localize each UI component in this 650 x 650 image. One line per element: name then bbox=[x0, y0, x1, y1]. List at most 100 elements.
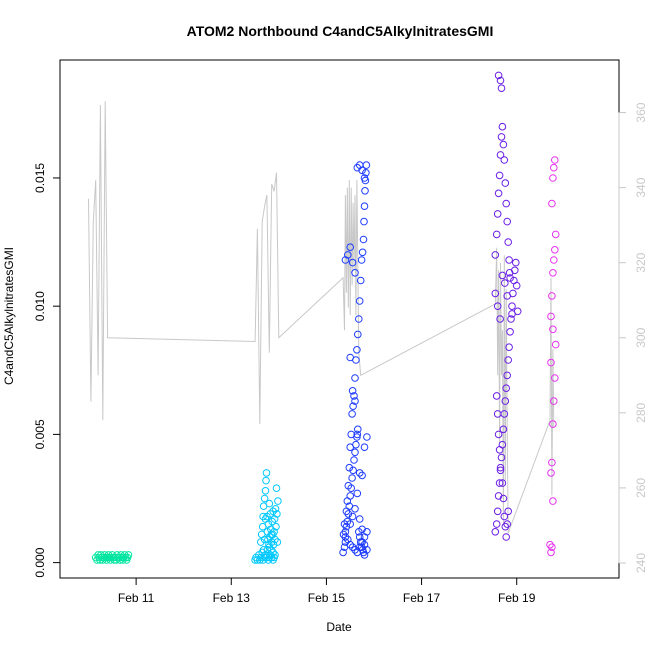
data-point bbox=[499, 425, 508, 434]
data-point bbox=[512, 281, 521, 290]
data-point bbox=[493, 507, 502, 516]
data-point bbox=[502, 384, 511, 393]
data-point bbox=[268, 517, 277, 526]
data-point bbox=[547, 312, 555, 321]
data-point bbox=[502, 199, 511, 208]
data-point bbox=[492, 230, 501, 239]
data-point bbox=[362, 169, 370, 177]
data-point bbox=[493, 302, 502, 311]
data-point bbox=[496, 151, 505, 159]
data-point bbox=[269, 540, 278, 549]
data-point bbox=[505, 256, 513, 264]
x-tick-label: Feb 17 bbox=[403, 591, 441, 605]
data-point bbox=[504, 507, 513, 516]
data-point bbox=[494, 189, 503, 198]
data-point bbox=[512, 258, 520, 267]
data-point bbox=[492, 520, 501, 528]
data-point bbox=[548, 458, 556, 467]
data-point bbox=[355, 469, 364, 477]
data-point bbox=[345, 463, 354, 472]
data-point bbox=[551, 230, 560, 239]
data-point bbox=[363, 528, 371, 536]
y2-tick-label: 240 bbox=[634, 553, 648, 573]
x-axis-label: Date bbox=[326, 620, 352, 634]
line-layer bbox=[88, 101, 555, 534]
data-point bbox=[547, 358, 555, 367]
y-axis-label: C4andC5AlkylnitratesGMI bbox=[2, 247, 16, 385]
data-point bbox=[498, 122, 507, 131]
data-point bbox=[496, 466, 505, 475]
data-point bbox=[341, 528, 350, 536]
data-point bbox=[504, 238, 513, 246]
data-point bbox=[493, 410, 502, 418]
data-point bbox=[360, 443, 369, 452]
data-point bbox=[496, 463, 505, 472]
y-axis: 0.000 0.005 0.010 0.015 bbox=[33, 163, 61, 578]
points-layer bbox=[91, 71, 560, 564]
data-point bbox=[355, 515, 364, 523]
data-point bbox=[494, 71, 503, 80]
data-point bbox=[359, 235, 368, 244]
line-series bbox=[88, 101, 555, 534]
y-tick-label: 0.005 bbox=[33, 419, 47, 449]
y2-tick-label: 360 bbox=[634, 102, 648, 122]
x-tick-label: Feb 13 bbox=[213, 591, 251, 605]
data-point bbox=[498, 271, 507, 280]
data-point bbox=[549, 420, 557, 428]
y2-tick-label: 280 bbox=[634, 403, 648, 423]
data-point bbox=[350, 392, 358, 400]
data-point bbox=[503, 371, 512, 380]
scatter-series bbox=[91, 551, 133, 564]
data-point bbox=[550, 397, 558, 405]
data-point bbox=[269, 507, 277, 516]
data-point bbox=[361, 187, 369, 195]
data-point bbox=[346, 443, 355, 452]
data-point bbox=[349, 466, 357, 475]
data-point bbox=[547, 548, 555, 557]
data-point bbox=[493, 210, 502, 218]
data-point bbox=[358, 248, 367, 257]
data-point bbox=[358, 525, 366, 534]
data-point bbox=[358, 471, 366, 480]
data-point bbox=[363, 433, 371, 441]
data-point bbox=[340, 520, 349, 528]
y-tick-label: 0.010 bbox=[33, 291, 47, 321]
data-point bbox=[343, 497, 352, 505]
data-point bbox=[551, 374, 559, 382]
data-point bbox=[346, 243, 355, 251]
data-point bbox=[257, 538, 265, 546]
data-point bbox=[270, 515, 279, 523]
data-point bbox=[348, 512, 357, 521]
data-point bbox=[348, 387, 357, 395]
data-point bbox=[354, 330, 362, 339]
data-point bbox=[360, 202, 369, 210]
data-point bbox=[351, 448, 359, 457]
data-point bbox=[551, 246, 559, 254]
data-point bbox=[491, 528, 500, 536]
data-point bbox=[497, 453, 506, 462]
data-point bbox=[93, 556, 101, 564]
data-point bbox=[261, 515, 270, 523]
x-axis: Feb 11 Feb 13 Feb 15 Feb 17 Feb 19 bbox=[118, 577, 536, 605]
data-point bbox=[507, 315, 515, 323]
x-tick-label: Feb 19 bbox=[498, 591, 536, 605]
data-point bbox=[548, 543, 556, 552]
data-point bbox=[508, 302, 516, 311]
data-point bbox=[271, 505, 280, 513]
scatter-series bbox=[546, 156, 560, 557]
data-point bbox=[273, 538, 282, 546]
data-point bbox=[262, 476, 270, 485]
data-point bbox=[508, 310, 516, 318]
data-point bbox=[501, 179, 510, 187]
data-point bbox=[346, 520, 355, 528]
data-point bbox=[339, 548, 347, 557]
data-point bbox=[491, 251, 500, 259]
y2-tick-label: 340 bbox=[634, 177, 648, 197]
data-point bbox=[500, 156, 509, 164]
data-point bbox=[351, 505, 359, 513]
data-point bbox=[267, 530, 276, 539]
data-point bbox=[262, 469, 271, 477]
data-point bbox=[348, 258, 357, 267]
data-point bbox=[353, 489, 362, 498]
